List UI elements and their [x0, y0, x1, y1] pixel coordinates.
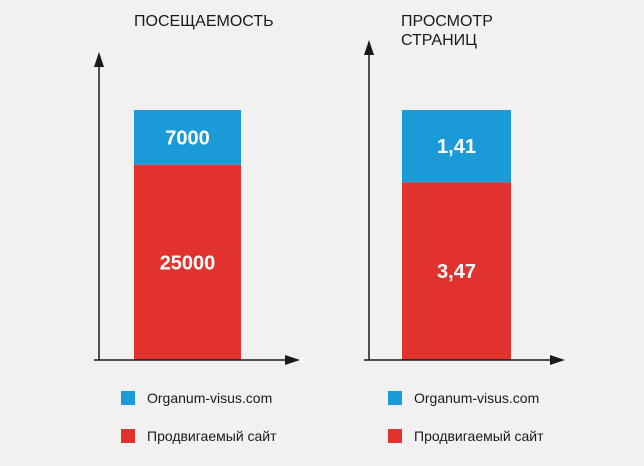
legend-label: Organum-visus.com	[147, 390, 273, 406]
bar-segment-promoted-site	[402, 182, 511, 360]
legend-label: Продвигаемый сайт	[414, 428, 544, 444]
bar-segment-organum	[402, 110, 511, 183]
legend: Organum-visus.com Продвигаемый сайт	[388, 390, 544, 466]
y-axis-arrow	[364, 40, 374, 55]
legend-item-promoted-site: Продвигаемый сайт	[121, 428, 277, 444]
legend-label: Organum-visus.com	[414, 390, 540, 406]
legend-swatch-organum	[121, 391, 135, 405]
legend-label: Продвигаемый сайт	[147, 428, 277, 444]
x-axis-arrow	[550, 355, 565, 365]
chart-title: ПРОСМОТР СТРАНИЦ	[401, 13, 493, 49]
legend-item-promoted-site: Продвигаемый сайт	[388, 428, 544, 444]
chart-panel-attendance: ПОСЕЩАЕМОСТЬ 25000 7000 Organum-visus.com…	[0, 0, 322, 464]
legend-swatch-promoted-site	[121, 429, 135, 443]
bar-segment-organum	[134, 110, 241, 165]
legend-swatch-organum	[388, 391, 402, 405]
legend: Organum-visus.com Продвигаемый сайт	[121, 390, 277, 466]
bar-segment-promoted-site	[134, 164, 241, 360]
legend-item-organum: Organum-visus.com	[121, 390, 277, 406]
data-label-organum: 1,41	[437, 136, 476, 158]
y-axis-arrow	[94, 52, 104, 67]
chart-panel-pageviews: ПРОСМОТР СТРАНИЦ 3,47 1,41 Organum-visus.…	[322, 0, 644, 464]
legend-swatch-promoted-site	[388, 429, 402, 443]
legend-item-organum: Organum-visus.com	[388, 390, 544, 406]
attendance-chart: 25000 7000	[94, 52, 300, 365]
data-label-organum: 7000	[165, 127, 210, 149]
data-label-promoted-site: 3,47	[437, 261, 476, 283]
x-axis-arrow	[285, 355, 300, 365]
chart-title: ПОСЕЩАЕМОСТЬ	[134, 13, 274, 30]
pageviews-chart: 3,47 1,41	[364, 40, 565, 365]
data-label-promoted-site: 25000	[160, 252, 216, 274]
